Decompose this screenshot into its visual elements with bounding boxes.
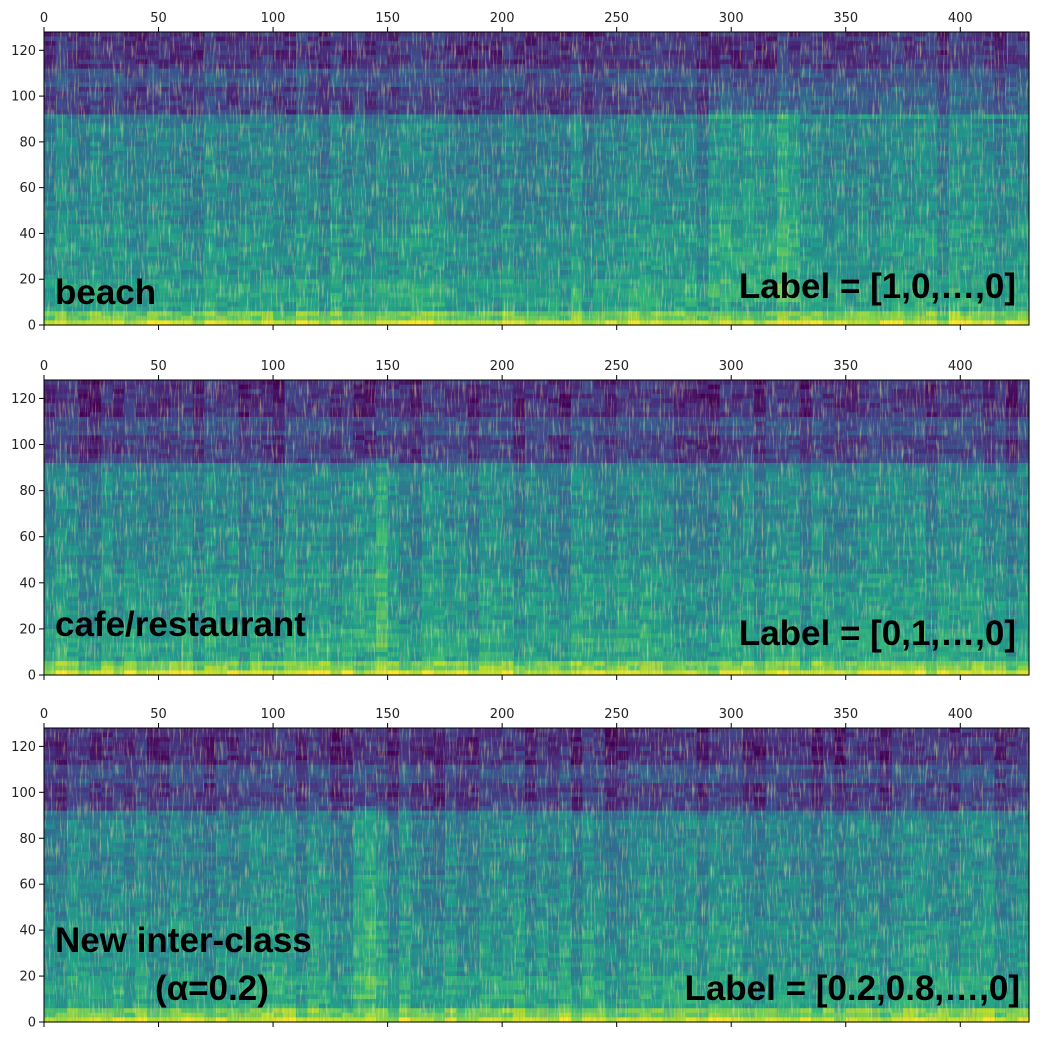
panel-beach: 0 50 100 150 200 250 300 350 400 020406080100120… xyxy=(11,11,1029,334)
